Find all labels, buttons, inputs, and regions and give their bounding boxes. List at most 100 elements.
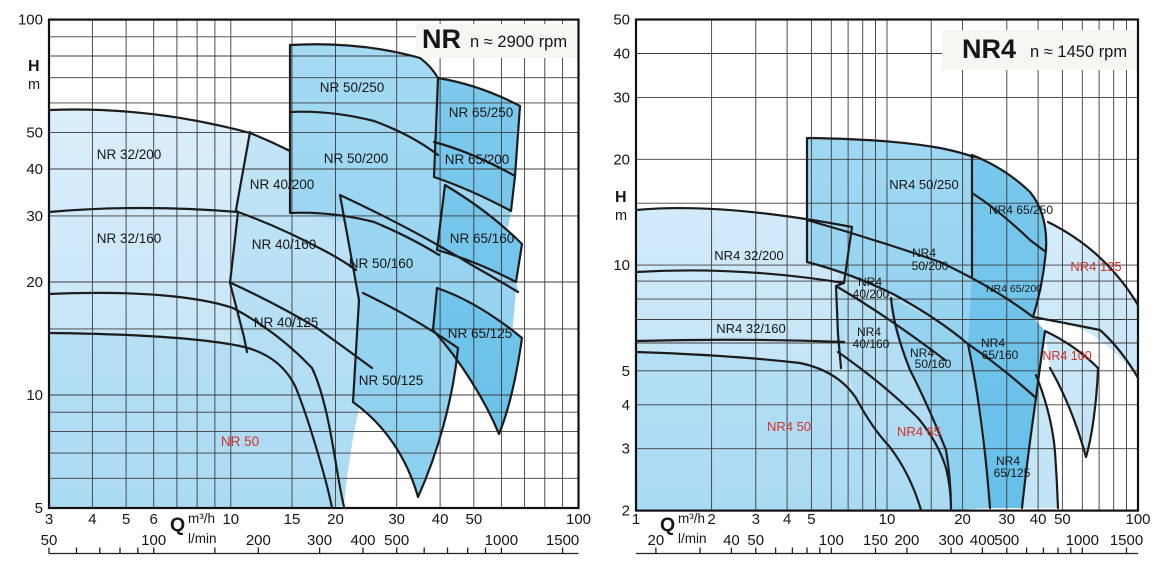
svg-text:10: 10 [613,257,630,274]
svg-text:NR4: NR4 [981,336,1005,350]
svg-text:NR4: NR4 [912,246,936,260]
svg-text:20: 20 [954,511,971,528]
svg-text:NR 65/160: NR 65/160 [450,231,515,246]
svg-text:30: 30 [388,511,405,528]
svg-text:m: m [28,77,40,93]
svg-text:40: 40 [723,532,740,549]
svg-text:1000: 1000 [1066,532,1099,549]
svg-text:10: 10 [222,511,239,528]
svg-text:NR4 50: NR4 50 [767,419,811,434]
svg-text:1500: 1500 [546,532,579,549]
svg-text:40: 40 [26,161,43,178]
svg-text:NR 50/125: NR 50/125 [359,373,424,388]
svg-text:NR 50/160: NR 50/160 [349,256,414,271]
svg-text:NR4 50/250: NR4 50/250 [889,177,958,192]
svg-text:65/125: 65/125 [994,466,1031,480]
svg-text:NR4 125: NR4 125 [1070,259,1121,274]
svg-text:300: 300 [939,532,964,549]
svg-text:40/160: 40/160 [853,337,890,351]
svg-text:4: 4 [783,511,791,528]
svg-text:200: 200 [246,532,271,549]
svg-text:40: 40 [613,46,630,63]
svg-text:NR4 65: NR4 65 [897,424,941,439]
svg-text:50/160: 50/160 [915,357,952,371]
svg-text:50: 50 [747,532,764,549]
svg-text:5: 5 [622,363,630,380]
svg-text:500: 500 [384,532,409,549]
svg-text:200: 200 [894,532,919,549]
svg-text:10: 10 [879,511,896,528]
svg-text:NR 50: NR 50 [221,434,259,449]
svg-text:50: 50 [1054,511,1071,528]
svg-text:5: 5 [35,500,43,517]
svg-text:NR4 100: NR4 100 [1042,349,1091,363]
svg-text:m³/h: m³/h [188,511,215,526]
svg-text:40: 40 [1030,511,1047,528]
svg-text:20: 20 [26,274,43,291]
svg-text:m: m [615,208,627,224]
svg-text:NR 65/250: NR 65/250 [449,105,514,120]
svg-text:400: 400 [350,532,375,549]
svg-text:500: 500 [994,532,1019,549]
svg-text:NR 32/200: NR 32/200 [97,147,162,162]
svg-text:40: 40 [432,511,449,528]
svg-text:50/200: 50/200 [912,259,949,273]
svg-text:300: 300 [307,532,332,549]
svg-text:50: 50 [613,12,630,29]
svg-text:3: 3 [622,441,630,458]
svg-text:1000: 1000 [485,532,518,549]
svg-text:NR 65/200: NR 65/200 [445,152,510,167]
svg-text:NR4: NR4 [858,275,882,289]
svg-text:NR4: NR4 [962,34,1016,64]
svg-text:l/min: l/min [678,531,707,546]
svg-text:150: 150 [863,532,888,549]
svg-text:100: 100 [1125,511,1150,528]
svg-text:4: 4 [88,511,96,528]
svg-text:50: 50 [465,511,482,528]
svg-text:5: 5 [122,511,130,528]
svg-text:NR 40/125: NR 40/125 [254,315,319,330]
svg-text:5: 5 [807,511,815,528]
svg-text:n ≈ 1450 rpm: n ≈ 1450 rpm [1030,43,1127,61]
svg-text:20: 20 [613,151,630,168]
svg-text:NR4 65/200: NR4 65/200 [986,283,1042,295]
svg-text:2: 2 [622,503,630,520]
svg-text:H: H [615,189,627,206]
svg-text:100: 100 [141,532,166,549]
svg-text:NR4 32/200: NR4 32/200 [714,248,783,263]
svg-text:100: 100 [566,511,591,528]
svg-text:1500: 1500 [1110,532,1143,549]
svg-text:100: 100 [819,532,844,549]
svg-text:4: 4 [622,397,630,414]
svg-text:1: 1 [632,511,640,528]
svg-text:n ≈ 2900 rpm: n ≈ 2900 rpm [470,33,567,51]
svg-text:NR4: NR4 [910,346,934,360]
svg-text:NR 50/200: NR 50/200 [324,151,389,166]
svg-text:100: 100 [18,12,43,29]
svg-text:Q: Q [170,514,185,536]
svg-text:NR 65/125: NR 65/125 [448,326,513,341]
svg-text:NR4: NR4 [857,325,881,339]
svg-text:10: 10 [26,387,43,404]
svg-text:NR 32/160: NR 32/160 [97,231,162,246]
svg-text:65/160: 65/160 [982,348,1019,362]
svg-text:Q: Q [660,514,675,536]
svg-text:NR 50/250: NR 50/250 [320,80,385,95]
svg-text:30: 30 [613,89,630,106]
svg-text:H: H [28,58,40,75]
svg-text:NR 40/200: NR 40/200 [250,177,315,192]
svg-text:30: 30 [998,511,1015,528]
svg-text:NR4: NR4 [996,454,1020,468]
svg-text:m³/h: m³/h [678,511,705,526]
svg-text:30: 30 [26,208,43,225]
svg-text:50: 50 [41,532,58,549]
svg-text:50: 50 [26,125,43,142]
svg-text:NR4 65/250: NR4 65/250 [989,203,1053,217]
svg-text:400: 400 [970,532,995,549]
svg-text:40/200: 40/200 [853,287,890,301]
svg-text:20: 20 [648,532,665,549]
svg-text:NR: NR [422,24,461,54]
svg-text:6: 6 [149,511,157,528]
svg-text:3: 3 [752,511,760,528]
svg-text:l/min: l/min [188,531,217,546]
